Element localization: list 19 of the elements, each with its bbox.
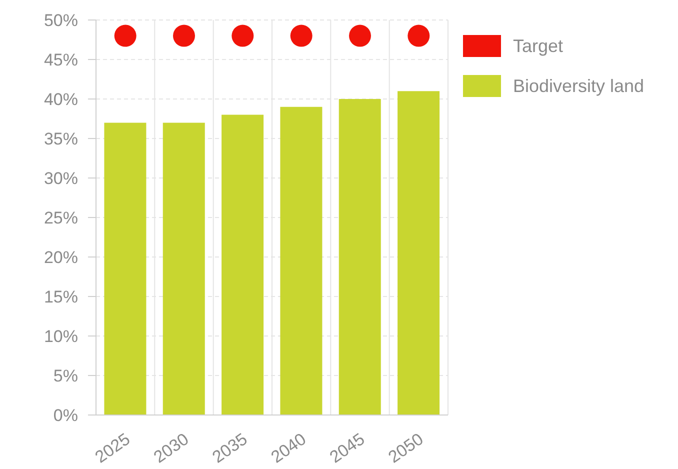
bar [222,114,264,415]
y-tick-label: 30% [44,169,78,188]
legend-label: Target [513,35,564,57]
y-tick-label: 15% [44,288,78,307]
bar [338,99,381,415]
y-tick-label: 25% [44,208,78,228]
y-tick-label: 50% [44,11,78,30]
legend-label: Biodiversity land [513,75,644,97]
y-tick-label: 10% [44,327,78,346]
bar [162,122,205,415]
bar [104,122,146,415]
y-tick-label: 5% [53,366,78,386]
bar [280,106,322,415]
y-tick-label: 40% [44,90,78,110]
y-tick-label: 45% [44,50,78,70]
y-tick-label: 35% [44,130,78,149]
y-tick-label: 0% [53,406,78,426]
y-tick-label: 20% [44,248,78,268]
bar [398,91,440,415]
